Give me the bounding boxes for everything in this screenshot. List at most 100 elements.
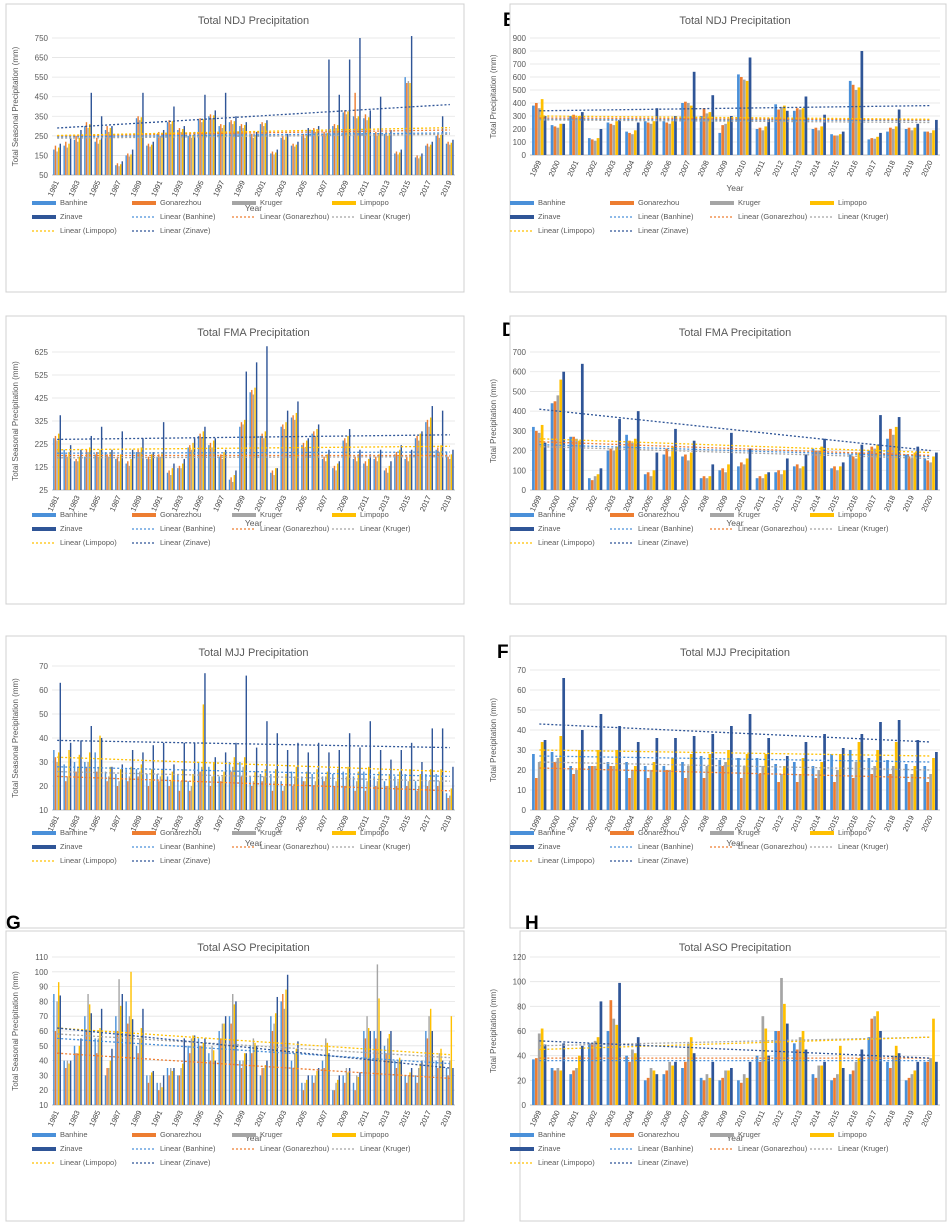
y-tick-label: 60 bbox=[39, 686, 48, 695]
bar-kruger bbox=[263, 776, 265, 810]
bar-kruger bbox=[397, 456, 399, 490]
bar-zinave bbox=[276, 149, 278, 175]
bar-banhine bbox=[383, 470, 386, 490]
bar-banhine bbox=[84, 456, 86, 490]
bar-kruger bbox=[77, 461, 79, 490]
bar-banhine bbox=[208, 1053, 210, 1105]
trendline-gonarezhou bbox=[539, 117, 931, 121]
legend-swatch-zinave bbox=[510, 215, 534, 219]
bar-banhine bbox=[848, 80, 852, 155]
bar-banhine bbox=[104, 771, 107, 810]
bar-banhine bbox=[699, 478, 703, 490]
bar-banhine bbox=[830, 1080, 833, 1105]
bar-kruger bbox=[263, 1068, 265, 1105]
y-tick-label: 750 bbox=[35, 34, 49, 43]
legend-label: Banhine bbox=[60, 510, 88, 519]
bar-gonarezhou bbox=[926, 131, 930, 155]
bar-kruger bbox=[190, 137, 193, 175]
bar-kruger bbox=[108, 776, 110, 810]
bar-limpopo bbox=[378, 771, 380, 810]
panel-a: A Total NDJ Precipitation501502503504505… bbox=[0, 0, 470, 300]
bar-gonarezhou bbox=[437, 447, 439, 490]
bar-zinave bbox=[111, 766, 113, 810]
y-tick-label: 450 bbox=[35, 93, 49, 102]
trendline-kruger bbox=[57, 455, 450, 459]
bar-gonarezhou bbox=[106, 781, 108, 810]
bar-limpopo bbox=[429, 144, 432, 175]
bar-limpopo bbox=[161, 1087, 163, 1105]
bar-banhine bbox=[125, 463, 127, 490]
panel-letter-f: F bbox=[497, 642, 509, 663]
bar-limpopo bbox=[99, 735, 101, 810]
bar-zinave bbox=[562, 678, 566, 810]
bar-banhine bbox=[363, 771, 365, 810]
trendline-gonarezhou bbox=[57, 1052, 450, 1080]
bar-banhine bbox=[125, 1001, 127, 1105]
bar-zinave bbox=[348, 59, 351, 175]
bar-zinave bbox=[692, 440, 696, 490]
y-axis-label: Total Seasonal Precipitation (mm) bbox=[11, 46, 20, 166]
bar-limpopo bbox=[596, 474, 600, 490]
bar-zinave bbox=[173, 1068, 175, 1105]
bar-kruger bbox=[87, 452, 89, 490]
chart-b-ndj-1999-2020: Total NDJ Precipitation 0 100 200 300 400 500 6… bbox=[489, 3, 947, 293]
y-tick-label: 400 bbox=[513, 407, 527, 416]
bar-kruger bbox=[612, 450, 616, 490]
y-tick-label: 400 bbox=[513, 99, 527, 108]
trendline-zinave bbox=[539, 1040, 931, 1059]
bar-banhine bbox=[135, 452, 138, 490]
legend-label: Linear (Zinave) bbox=[160, 1158, 211, 1167]
bar-limpopo bbox=[305, 1079, 308, 1105]
bar-limpopo bbox=[932, 456, 935, 490]
bar-banhine bbox=[699, 756, 703, 810]
y-tick-label: 600 bbox=[513, 73, 527, 82]
bar-limpopo bbox=[181, 1063, 184, 1105]
bar-limpopo bbox=[202, 704, 205, 810]
bar-banhine bbox=[311, 774, 313, 810]
bar-gonarezhou bbox=[851, 778, 855, 810]
bar-banhine bbox=[187, 1045, 189, 1105]
bar-gonarezhou bbox=[333, 465, 336, 490]
bar-limpopo bbox=[615, 1024, 619, 1105]
bar-kruger bbox=[180, 131, 182, 175]
bar-zinave bbox=[711, 1061, 715, 1105]
y-tick-label: 40 bbox=[517, 726, 526, 735]
bar-kruger bbox=[397, 1060, 399, 1105]
bar-banhine bbox=[394, 1060, 396, 1105]
bar-gonarezhou bbox=[851, 456, 855, 490]
bar-limpopo bbox=[161, 769, 163, 810]
bar-gonarezhou bbox=[926, 1061, 930, 1105]
bar-banhine bbox=[923, 131, 927, 155]
bar-gonarezhou bbox=[416, 790, 418, 810]
bar-limpopo bbox=[398, 152, 401, 175]
legend-swatch-kruger bbox=[232, 831, 256, 835]
legend-label: Limpopo bbox=[838, 198, 867, 207]
bar-gonarezhou bbox=[85, 449, 88, 490]
bar-gonarezhou bbox=[395, 151, 398, 175]
bar-zinave bbox=[692, 736, 696, 810]
bar-gonarezhou bbox=[739, 462, 743, 490]
bar-kruger bbox=[891, 129, 895, 155]
bar-gonarezhou bbox=[684, 101, 687, 155]
bar-gonarezhou bbox=[665, 122, 669, 155]
bar-gonarezhou bbox=[534, 778, 538, 810]
trendline-limpopo bbox=[57, 126, 450, 137]
bar-limpopo bbox=[357, 116, 360, 175]
bar-kruger bbox=[97, 143, 100, 175]
bar-zinave bbox=[121, 764, 123, 810]
bar-kruger bbox=[407, 1075, 410, 1105]
bar-banhine bbox=[718, 760, 722, 810]
bar-zinave bbox=[400, 1060, 402, 1105]
bar-gonarezhou bbox=[65, 1068, 67, 1105]
bar-banhine bbox=[270, 774, 272, 810]
bar-kruger bbox=[304, 781, 306, 810]
bar-zinave bbox=[224, 752, 227, 810]
bar-banhine bbox=[53, 438, 55, 490]
legend-label: Linear (Zinave) bbox=[638, 538, 689, 547]
bar-kruger bbox=[201, 122, 203, 175]
bar-banhine bbox=[290, 145, 293, 175]
bar-banhine bbox=[550, 752, 554, 810]
bar-gonarezhou bbox=[553, 126, 557, 155]
trendline-kruger bbox=[539, 119, 931, 124]
bar-limpopo bbox=[419, 774, 422, 810]
